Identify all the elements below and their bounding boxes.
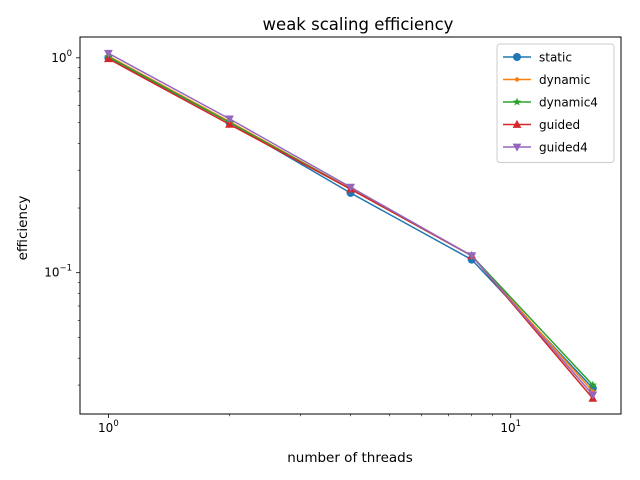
legend-label-dynamic4: dynamic4	[539, 96, 598, 110]
legend-label-dynamic: dynamic	[539, 73, 590, 87]
data-point-dynamic4	[588, 380, 598, 389]
legend-label-guided: guided	[539, 118, 580, 132]
legend-entry-guided: guided	[503, 118, 580, 132]
y-axis-label: efficiency	[15, 196, 31, 261]
x-axis-label: number of threads	[287, 450, 413, 466]
legend-entry-dynamic: dynamic	[503, 73, 590, 87]
legend-box	[496, 43, 615, 163]
x-tick-label: 100	[98, 419, 119, 435]
legend-entry-guided4: guided4	[503, 141, 588, 155]
series-layer	[103, 49, 598, 402]
legend-marker-static	[513, 53, 521, 61]
y-tick-label: 10−1	[44, 264, 72, 280]
legend-label-static: static	[539, 51, 572, 65]
data-point-guided4	[103, 49, 113, 58]
legend: static dynamic dynamic4 guided guided4	[496, 43, 615, 163]
data-point-guided4	[346, 183, 356, 192]
chart-title: weak scaling efficiency	[263, 15, 454, 34]
data-point-guided4	[588, 391, 598, 400]
data-point-guided	[225, 119, 234, 128]
data-point-guided	[103, 54, 113, 63]
data-point-guided4	[225, 115, 234, 124]
legend-marker-guided	[512, 119, 522, 128]
plot-frame	[79, 36, 622, 415]
legend-entry-static: static	[503, 51, 572, 65]
legend-entry-dynamic4: dynamic4	[503, 96, 598, 110]
legend-marker-guided4	[512, 143, 522, 152]
series-guided4	[103, 49, 598, 400]
legend-marker-dynamic	[514, 77, 520, 82]
legend-label-guided4: guided4	[539, 141, 588, 155]
x-tick-label: 101	[500, 419, 521, 435]
data-point-guided4	[467, 252, 477, 261]
axis-ticks: 100 101 10−1 100	[44, 49, 521, 435]
legend-marker-dynamic4	[512, 97, 522, 106]
y-tick-label: 100	[51, 49, 72, 65]
